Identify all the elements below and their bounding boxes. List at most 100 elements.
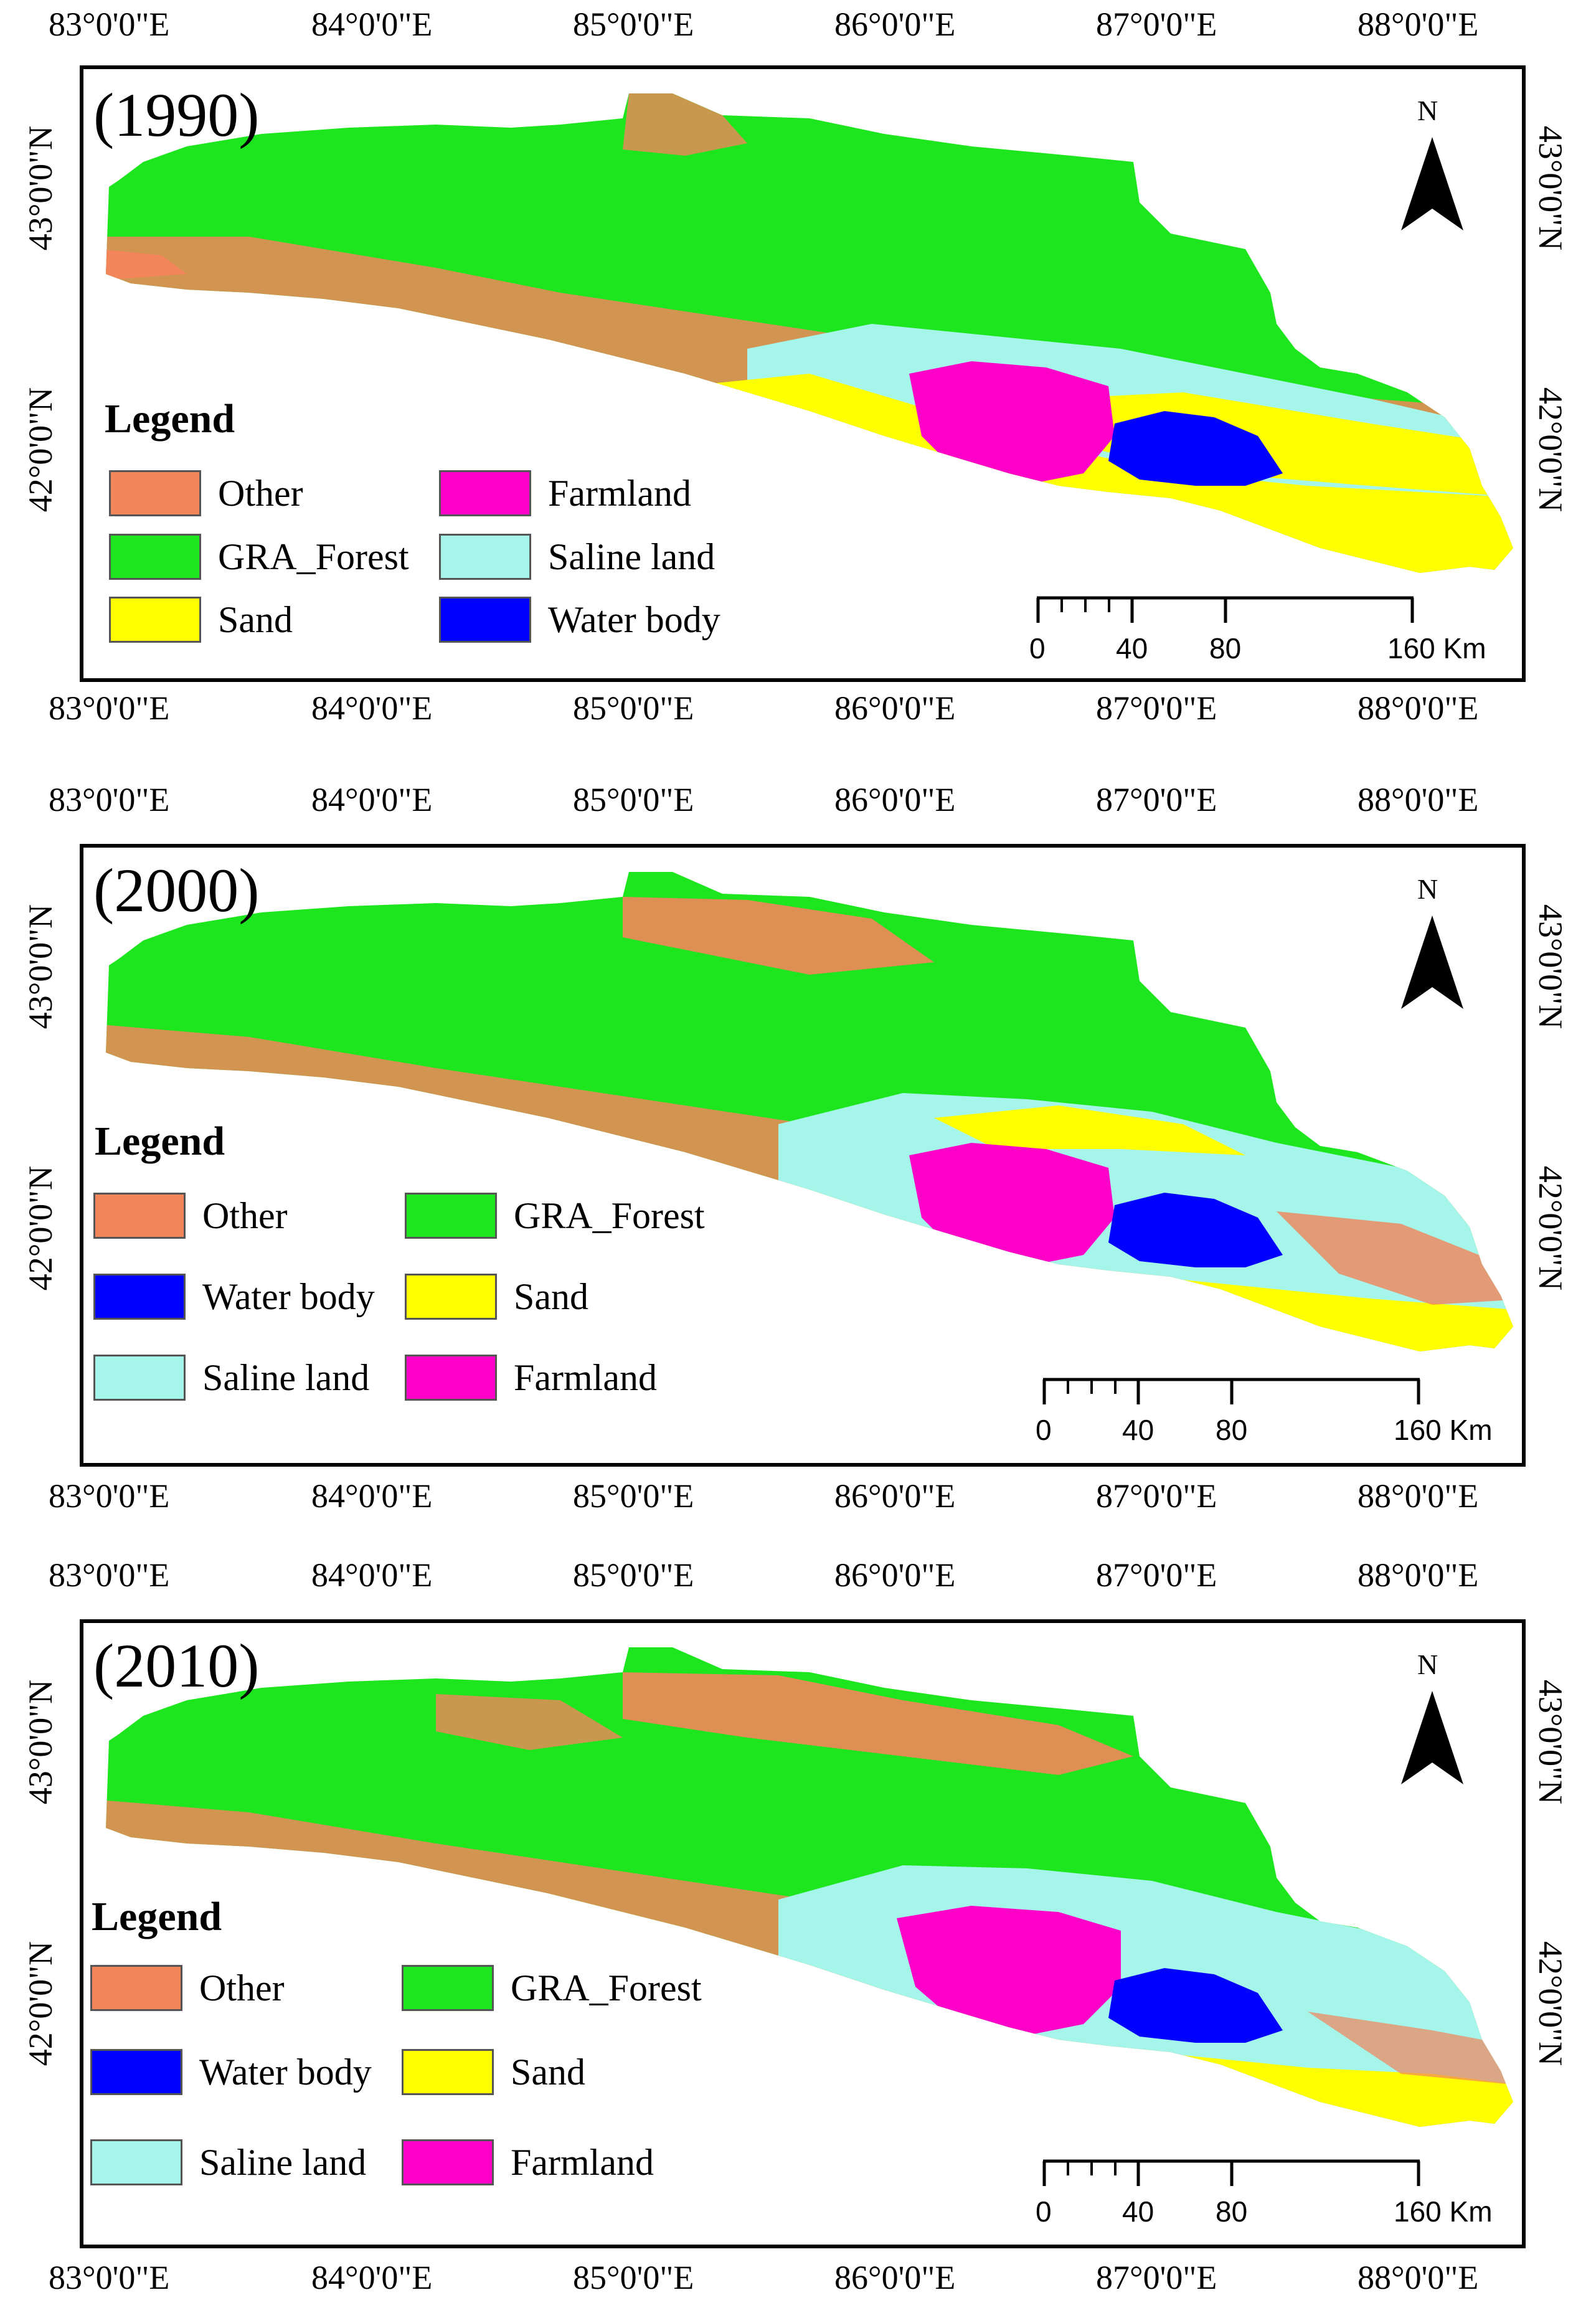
north-arrow-icon [1401, 916, 1463, 1009]
legend-swatch-farmland [405, 1355, 497, 1401]
lon-label-top-5: 87°0'0"E [1096, 6, 1217, 43]
lon-label-top-6: 88°0'0"E [1358, 6, 1479, 43]
lon-label-bottom-1: 83°0'0"E [49, 2259, 170, 2296]
lat-label-left-2: 42°0'0"N [22, 1941, 60, 2066]
map-panel-2000: 83°0'0"E 84°0'0"E 85°0'0"E 86°0'0"E 87°0… [0, 775, 1596, 1523]
legend-swatch-sand [402, 2049, 494, 2095]
lon-label-bottom-4: 86°0'0"E [834, 689, 956, 727]
legend-label-other: Other [202, 1195, 288, 1236]
legend-label-farmland: Farmland [514, 1357, 657, 1398]
lat-label-right-2: 42°0'0"N [1532, 387, 1570, 513]
legend-title: Legend [92, 1894, 222, 1939]
scale-bar [1042, 2159, 1420, 2186]
scale-bar [1042, 1378, 1420, 1404]
lat-label-right-2: 42°0'0"N [1532, 1165, 1570, 1291]
lon-label-bottom-3: 85°0'0"E [573, 1477, 694, 1515]
map-panel-1990: 83°0'0"E 84°0'0"E 85°0'0"E 86°0'0"E 87°0… [0, 0, 1596, 735]
legend-swatch-saline-land [90, 2139, 182, 2185]
lon-label-top-3: 85°0'0"E [573, 781, 694, 818]
legend-label-gra-forest: GRA_Forest [511, 1967, 702, 2009]
legend-swatch-water-body [439, 597, 531, 643]
legend-swatch-water-body [90, 2049, 182, 2095]
lat-label-right-1: 43°0'0"N [1532, 1679, 1570, 1805]
lon-label-bottom-4: 86°0'0"E [834, 1477, 956, 1515]
lat-label-left-1: 43°0'0"N [22, 1679, 60, 1805]
lon-label-bottom-6: 88°0'0"E [1358, 1477, 1479, 1515]
legend-label-farmland: Farmland [511, 2142, 654, 2183]
legend-swatch-gra-forest [109, 534, 201, 580]
lon-label-bottom-1: 83°0'0"E [49, 689, 170, 727]
lon-label-bottom-2: 84°0'0"E [311, 2259, 433, 2296]
map-year-label: (2010) [93, 1631, 260, 1700]
legend-swatch-farmland [402, 2139, 494, 2185]
legend-label-sand: Sand [511, 2052, 585, 2093]
scale-label-0: 0 [1029, 632, 1046, 665]
lon-label-top-2: 84°0'0"E [311, 6, 433, 43]
legend-label-water-body: Water body [199, 2052, 372, 2093]
scale-label-80: 80 [1209, 632, 1242, 665]
lon-label-bottom-5: 87°0'0"E [1096, 1477, 1217, 1515]
lon-label-bottom-1: 83°0'0"E [49, 1477, 170, 1515]
lat-label-right-1: 43°0'0"N [1532, 125, 1570, 251]
lon-label-top-5: 87°0'0"E [1096, 781, 1217, 818]
lon-label-bottom-5: 87°0'0"E [1096, 2259, 1217, 2296]
map-year-label: (1990) [93, 80, 260, 149]
lon-label-top-4: 86°0'0"E [834, 6, 956, 43]
lon-label-top-1: 83°0'0"E [49, 781, 170, 818]
lon-label-bottom-5: 87°0'0"E [1096, 689, 1217, 727]
legend-label-other: Other [199, 1967, 285, 2009]
lon-label-top-4: 86°0'0"E [834, 781, 956, 818]
legend-label-gra-forest: GRA_Forest [514, 1195, 705, 1236]
lon-label-bottom-3: 85°0'0"E [573, 689, 694, 727]
lon-label-top-3: 85°0'0"E [573, 1556, 694, 1594]
scale-label-160: 160 Km [1387, 632, 1486, 665]
lat-label-left-2: 42°0'0"N [22, 1165, 60, 1291]
scale-label-80: 80 [1216, 1414, 1248, 1446]
scale-label-0: 0 [1036, 2195, 1052, 2228]
lat-label-right-2: 42°0'0"N [1532, 1941, 1570, 2066]
lon-label-top-1: 83°0'0"E [49, 6, 170, 43]
scale-label-40: 40 [1122, 1414, 1155, 1446]
north-letter: N [1417, 1649, 1438, 1680]
legend-swatch-sand [109, 597, 201, 643]
legend-title: Legend [95, 1119, 225, 1164]
legend-swatch-other [109, 470, 201, 516]
legend-swatch-sand [405, 1274, 497, 1320]
legend-label-sand: Sand [514, 1276, 588, 1317]
lon-label-bottom-6: 88°0'0"E [1358, 689, 1479, 727]
legend-title: Legend [105, 396, 235, 442]
lon-label-top-6: 88°0'0"E [1358, 781, 1479, 818]
lon-label-top-5: 87°0'0"E [1096, 1556, 1217, 1594]
legend-label-water-body: Water body [548, 599, 720, 640]
lon-label-top-4: 86°0'0"E [834, 1556, 956, 1594]
legend-label-sand: Sand [218, 599, 293, 640]
north-letter: N [1417, 873, 1438, 905]
legend-swatch-gra-forest [402, 1965, 494, 2011]
scale-label-80: 80 [1216, 2195, 1248, 2228]
lon-label-bottom-3: 85°0'0"E [573, 2259, 694, 2296]
legend-label-saline-land: Saline land [548, 536, 715, 577]
legend-swatch-gra-forest [405, 1193, 497, 1239]
legend-label-saline-land: Saline land [199, 2142, 367, 2183]
scale-label-160: 160 Km [1394, 2195, 1493, 2228]
north-arrow-icon [1401, 137, 1463, 230]
scale-label-0: 0 [1036, 1414, 1052, 1446]
legend-label-saline-land: Saline land [202, 1357, 370, 1398]
lat-label-left-1: 43°0'0"N [22, 125, 60, 251]
legend-label-water-body: Water body [202, 1276, 375, 1317]
legend-swatch-farmland [439, 470, 531, 516]
north-letter: N [1417, 95, 1438, 126]
legend-swatch-other [93, 1193, 186, 1239]
legend-swatch-other [90, 1965, 182, 2011]
lat-label-left-2: 42°0'0"N [22, 387, 60, 513]
lon-label-bottom-2: 84°0'0"E [311, 1477, 433, 1515]
legend-swatch-saline-land [93, 1355, 186, 1401]
lat-label-left-1: 43°0'0"N [22, 904, 60, 1029]
north-arrow-icon [1401, 1691, 1463, 1784]
lon-label-top-3: 85°0'0"E [573, 6, 694, 43]
legend-label-other: Other [218, 473, 303, 514]
legend-swatch-water-body [93, 1274, 186, 1320]
map-panel-2010: 83°0'0"E 84°0'0"E 85°0'0"E 86°0'0"E 87°0… [0, 1551, 1596, 2298]
lon-label-top-2: 84°0'0"E [311, 1556, 433, 1594]
legend-label-farmland: Farmland [548, 473, 691, 514]
